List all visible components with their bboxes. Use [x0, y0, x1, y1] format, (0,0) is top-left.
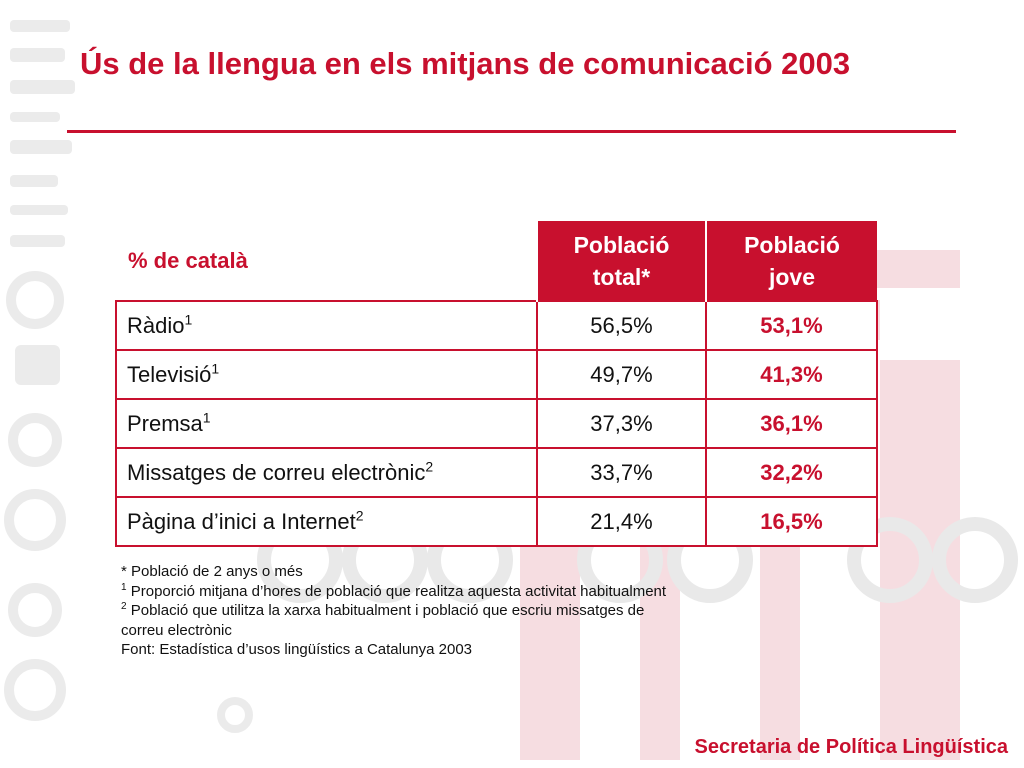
table-row: Ràdio1 56,5% 53,1%	[115, 300, 878, 351]
table-row: Televisió1 49,7% 41,3%	[115, 349, 878, 400]
total-value-cell: 49,7%	[536, 349, 707, 400]
row-label-cell: Ràdio1	[115, 300, 538, 351]
footnote-star: * Població de 2 anys o més	[121, 563, 303, 580]
table-row: Pàgina d’inici a Internet2 21,4% 16,5%	[115, 496, 878, 547]
row-label-cell: Pàgina d’inici a Internet2	[115, 496, 538, 547]
total-value-cell: 33,7%	[536, 447, 707, 498]
corner-header-label: % de català	[128, 247, 248, 273]
column-header-jove-line2: jove	[768, 263, 816, 290]
jove-value-cell: 16,5%	[705, 496, 878, 547]
row-footnote-mark: 2	[425, 458, 434, 475]
total-value-cell: 21,4%	[536, 496, 707, 547]
row-label-cell: Televisió1	[115, 349, 538, 400]
jove-value-cell: 41,3%	[705, 349, 878, 400]
row-label: Missatges de correu electrònic	[127, 459, 426, 485]
table-row: Premsa1 37,3% 36,1%	[115, 398, 878, 449]
column-header-jove: Població jove	[705, 221, 877, 301]
footnote-1-text: Proporció mitjana d’hores de població qu…	[126, 582, 667, 600]
row-label: Ràdio	[127, 312, 185, 338]
row-footnote-mark: 2	[355, 507, 364, 524]
row-label: Premsa	[127, 410, 203, 436]
footnote-1-mark: 1	[121, 581, 127, 593]
column-header-total: Població total*	[536, 221, 706, 301]
row-footnote-mark: 1	[184, 311, 193, 328]
table-row: Missatges de correu electrònic2 33,7% 32…	[115, 447, 878, 498]
jove-value-cell: 53,1%	[705, 300, 878, 351]
table-header-row: % de català Població total* Població jov…	[116, 221, 877, 301]
footnote-2-continuation: correu electrònic	[121, 621, 232, 639]
total-value-cell: 37,3%	[536, 398, 707, 449]
footer-organization: Secretaria de Política Lingüística	[694, 736, 1008, 758]
jove-value-cell: 32,2%	[705, 447, 878, 498]
source-note: Font: Estadística d’usos lingüístics a C…	[121, 641, 473, 658]
total-value-cell: 56,5%	[536, 300, 707, 351]
footnote-2-text: Població que utilitza la xarxa habitualm…	[126, 602, 645, 619]
row-footnote-mark: 1	[202, 409, 211, 426]
row-label: Televisió	[127, 361, 212, 387]
row-label: Pàgina d’inici a Internet	[127, 508, 356, 534]
footnote-1: 1 Proporció mitjana d’hores de població …	[121, 582, 861, 602]
row-footnote-mark: 1	[211, 360, 220, 377]
jove-value-cell: 36,1%	[705, 398, 878, 449]
footnote-2-mark: 2	[121, 601, 127, 612]
footnotes: * Població de 2 anys o més 1 Proporció m…	[121, 562, 861, 660]
page-title: Ús de la llengua en els mitjans de comun…	[80, 46, 851, 81]
row-label-cell: Premsa1	[115, 398, 538, 449]
media-usage-table: % de català Població total* Població jov…	[115, 221, 878, 547]
column-header-total-line1: Població	[573, 231, 670, 258]
column-header-jove-line1: Població	[744, 231, 840, 258]
footnote-2: 2 Població que utilitza la xarxa habitua…	[121, 601, 861, 621]
row-label-cell: Missatges de correu electrònic2	[115, 447, 538, 498]
column-header-total-line2: total*	[592, 263, 651, 290]
title-underline	[67, 130, 956, 133]
